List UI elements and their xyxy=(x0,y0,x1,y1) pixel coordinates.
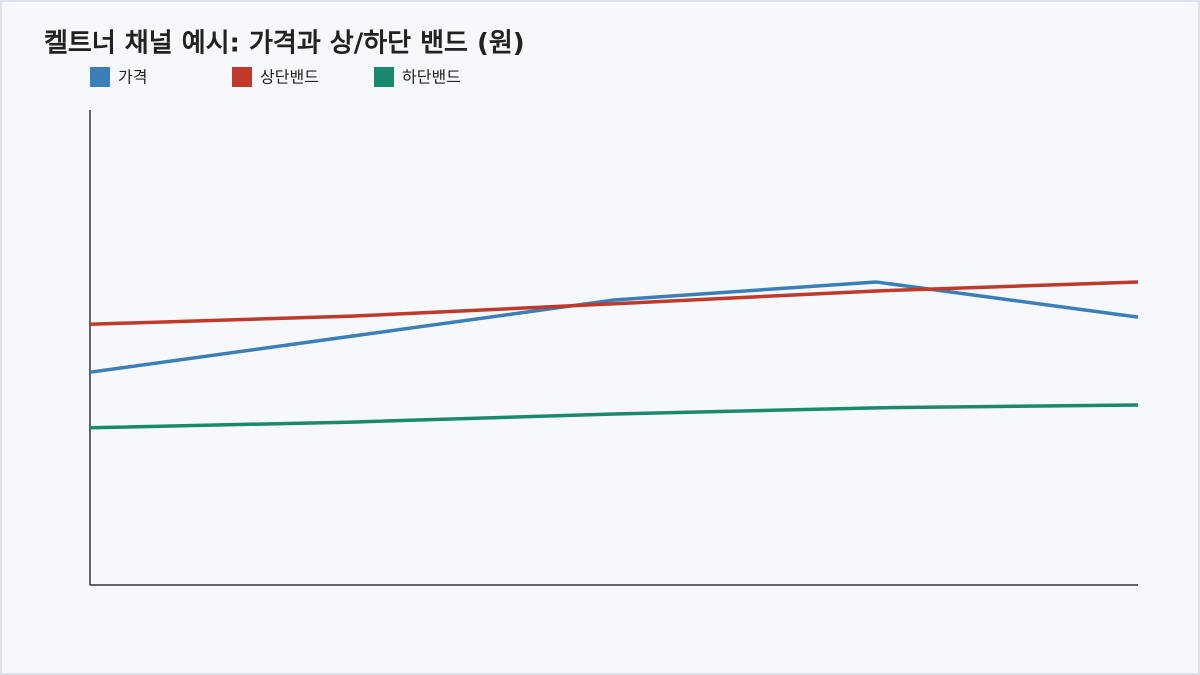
chart-title: 켈트너 채널 예시: 가격과 상/하단 밴드 (원) xyxy=(44,29,525,59)
legend-label: 상단밴드 xyxy=(260,68,319,87)
data-line xyxy=(89,280,1139,326)
legend-swatch xyxy=(90,67,110,87)
legend-swatch xyxy=(374,67,394,87)
legend-label: 가격 xyxy=(118,68,147,87)
legend-swatch xyxy=(232,67,252,87)
data-line xyxy=(89,403,1139,430)
data-line xyxy=(89,280,1139,374)
legend-label: 하단밴드 xyxy=(402,68,461,87)
